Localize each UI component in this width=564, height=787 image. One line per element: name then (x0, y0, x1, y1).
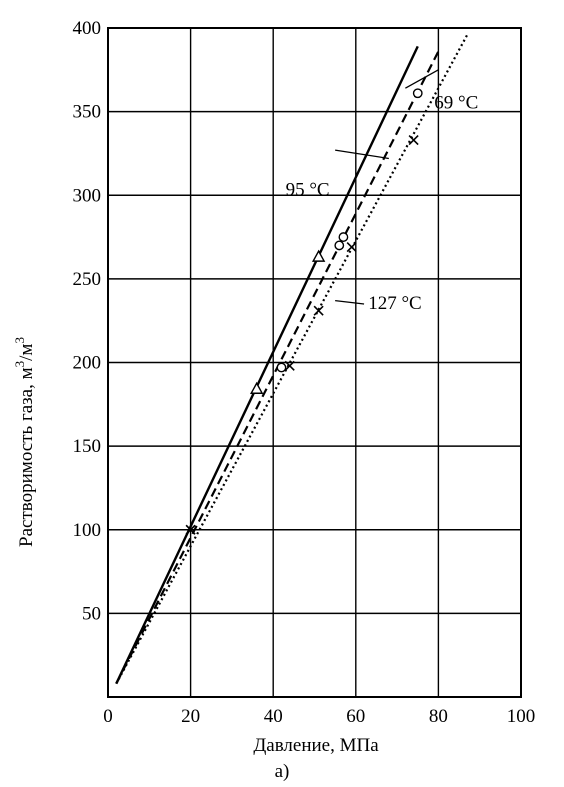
x-tick-label-0: 0 (103, 706, 113, 727)
y-tick-label-1: 100 (73, 520, 102, 541)
series-2-marker-0 (185, 524, 196, 535)
y-tick-label-3: 200 (73, 353, 102, 374)
series-1-marker-3 (412, 88, 423, 99)
y-tick-label-2: 150 (73, 436, 102, 457)
grid-lines (108, 28, 521, 697)
series-2-marker-4 (408, 134, 419, 146)
series-2-marker-2 (313, 305, 324, 316)
series-2-marker-1 (284, 360, 295, 371)
series-0-marker-0 (249, 381, 264, 394)
series-markers (185, 88, 423, 535)
series-label-0: 69 °C (434, 92, 478, 113)
y-tick-label-4: 250 (73, 269, 102, 290)
x-tick-label-4: 80 (429, 706, 448, 727)
plot-frame (107, 27, 522, 698)
series-1-marker-1 (334, 240, 345, 251)
x-tick-label-5: 100 (507, 706, 536, 727)
x-tick-label-1: 20 (181, 706, 200, 727)
series-line-2 (115, 34, 469, 685)
x-tick-labels: 0 20 40 60 80 100 (103, 706, 535, 727)
series-label-leader-0 (405, 69, 439, 89)
series-label-2: 127 °C (368, 293, 422, 314)
y-tick-label-5: 300 (73, 185, 102, 206)
y-axis-label-text: Растворимость газа, м (16, 367, 37, 547)
series-labels: 69 °C 95 °C 127 °C (286, 69, 478, 314)
y-axis-label: Растворимость газа, м3/м3 (12, 337, 37, 547)
y-axis-label-sup2: 3 (12, 337, 27, 344)
series-0-marker-1 (311, 249, 326, 262)
y-tick-label-6: 350 (73, 102, 102, 123)
x-axis-label: Давление, МПа (253, 735, 379, 756)
y-axis-label-mid: /м (16, 344, 37, 361)
series-label-1: 95 °C (286, 179, 330, 200)
series-lines (115, 34, 469, 685)
y-tick-label-7: 400 (73, 18, 102, 39)
y-axis-label-sup1: 3 (12, 361, 27, 368)
series-1-marker-2 (338, 232, 349, 242)
y-tick-label-0: 50 (82, 603, 101, 624)
series-line-0 (115, 45, 419, 685)
series-2-marker-3 (346, 242, 357, 253)
x-tick-label-3: 60 (346, 706, 365, 727)
series-1-marker-0 (276, 362, 287, 373)
chart-caption: а) (275, 761, 290, 782)
y-tick-labels: 50 100 150 200 250 300 350 400 (73, 18, 102, 624)
series-label-leader-2 (335, 299, 365, 305)
x-tick-label-2: 40 (264, 706, 283, 727)
series-label-leader-1 (335, 149, 389, 160)
